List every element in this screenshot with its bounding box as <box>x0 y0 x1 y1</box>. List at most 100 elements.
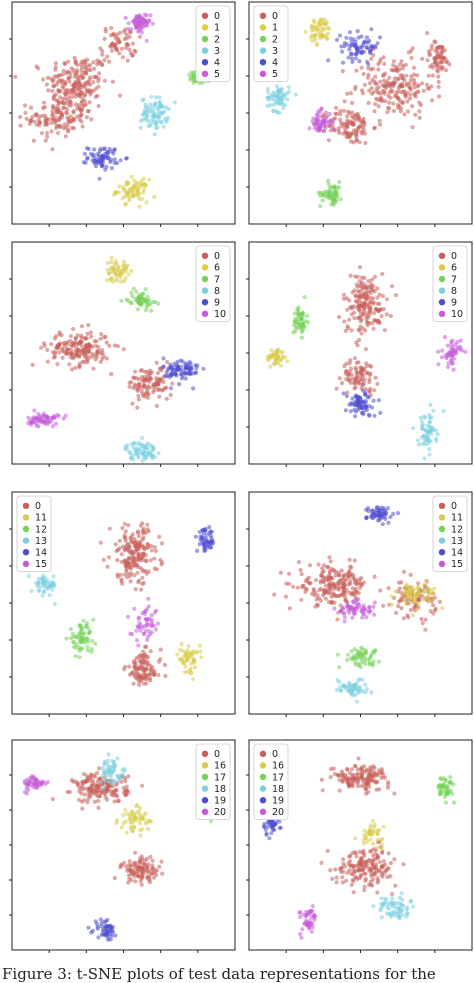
point-0 <box>355 784 361 789</box>
point-0 <box>350 306 355 311</box>
point-4 <box>82 151 87 156</box>
point-10 <box>451 356 457 361</box>
point-0 <box>349 328 354 333</box>
point-0 <box>62 105 67 110</box>
points-layer <box>26 255 206 463</box>
point-9 <box>353 409 359 414</box>
point-0 <box>354 854 359 859</box>
point-18 <box>397 895 402 900</box>
point-3 <box>172 100 177 105</box>
point-1 <box>121 187 126 192</box>
point-20 <box>22 781 28 786</box>
point-0 <box>81 771 86 777</box>
point-0 <box>435 69 440 74</box>
point-0 <box>123 788 128 793</box>
point-0 <box>420 56 425 62</box>
point-7 <box>294 326 299 331</box>
point-11 <box>190 649 195 654</box>
point-0 <box>327 555 332 560</box>
point-0 <box>102 36 107 42</box>
point-0 <box>141 526 146 532</box>
point-6 <box>118 279 123 284</box>
point-0 <box>117 93 123 98</box>
point-7 <box>144 302 149 307</box>
point-0 <box>59 333 64 338</box>
point-0 <box>380 850 385 856</box>
point-0 <box>60 100 65 105</box>
point-15 <box>144 617 149 622</box>
point-0 <box>64 110 69 115</box>
point-15 <box>332 606 337 611</box>
point-10 <box>439 355 444 360</box>
point-0 <box>323 596 328 601</box>
point-0 <box>354 138 359 143</box>
point-0 <box>346 326 351 331</box>
legend-label-5: 5 <box>214 69 220 80</box>
point-0 <box>373 779 378 784</box>
point-1 <box>308 35 313 40</box>
point-1 <box>325 31 330 36</box>
point-0 <box>65 789 70 795</box>
point-0 <box>136 376 141 382</box>
point-0 <box>77 105 82 110</box>
point-0 <box>62 341 68 346</box>
legend-label-0: 0 <box>272 11 278 22</box>
point-0 <box>45 75 51 80</box>
point-1 <box>310 26 315 31</box>
point-0 <box>354 578 359 583</box>
point-5 <box>144 23 149 28</box>
point-15 <box>141 631 146 636</box>
point-8 <box>427 447 432 452</box>
point-0 <box>140 575 145 580</box>
point-9 <box>363 400 368 405</box>
point-0 <box>357 279 362 284</box>
point-14 <box>202 548 207 554</box>
point-0 <box>150 858 155 863</box>
legend-label-0: 0 <box>451 501 457 512</box>
points-layer <box>261 756 457 940</box>
point-0 <box>362 123 367 128</box>
point-0 <box>75 353 80 358</box>
point-5 <box>123 15 128 20</box>
point-0 <box>160 871 165 876</box>
point-7 <box>145 294 150 299</box>
point-16 <box>362 841 367 846</box>
point-0 <box>58 95 63 100</box>
point-0 <box>360 326 365 331</box>
point-0 <box>427 53 432 58</box>
point-0 <box>127 859 132 864</box>
point-0 <box>353 274 358 279</box>
point-0 <box>362 82 367 87</box>
point-19 <box>266 821 271 826</box>
point-0 <box>394 90 399 95</box>
point-0 <box>339 869 344 874</box>
point-16 <box>124 830 129 835</box>
point-12 <box>73 654 78 659</box>
point-4 <box>342 44 347 49</box>
point-0 <box>56 88 62 93</box>
point-0 <box>147 370 152 375</box>
point-0 <box>49 120 54 125</box>
point-0 <box>116 798 121 803</box>
point-0 <box>149 543 154 549</box>
point-0 <box>397 62 403 67</box>
point-0 <box>82 798 87 803</box>
point-16 <box>135 802 140 807</box>
point-0 <box>145 522 150 527</box>
point-0 <box>141 382 146 387</box>
point-0 <box>356 378 361 383</box>
point-0 <box>345 114 350 119</box>
point-20 <box>299 935 304 940</box>
point-9 <box>161 365 166 370</box>
point-0 <box>342 319 347 324</box>
point-4 <box>344 35 349 40</box>
point-7 <box>156 301 161 306</box>
point-8 <box>124 447 129 452</box>
legend-label-11: 11 <box>451 513 463 524</box>
point-0 <box>356 289 361 294</box>
point-0 <box>117 538 122 543</box>
point-14 <box>198 537 203 542</box>
point-8 <box>131 445 136 450</box>
point-0 <box>345 390 350 395</box>
point-9 <box>179 376 184 381</box>
